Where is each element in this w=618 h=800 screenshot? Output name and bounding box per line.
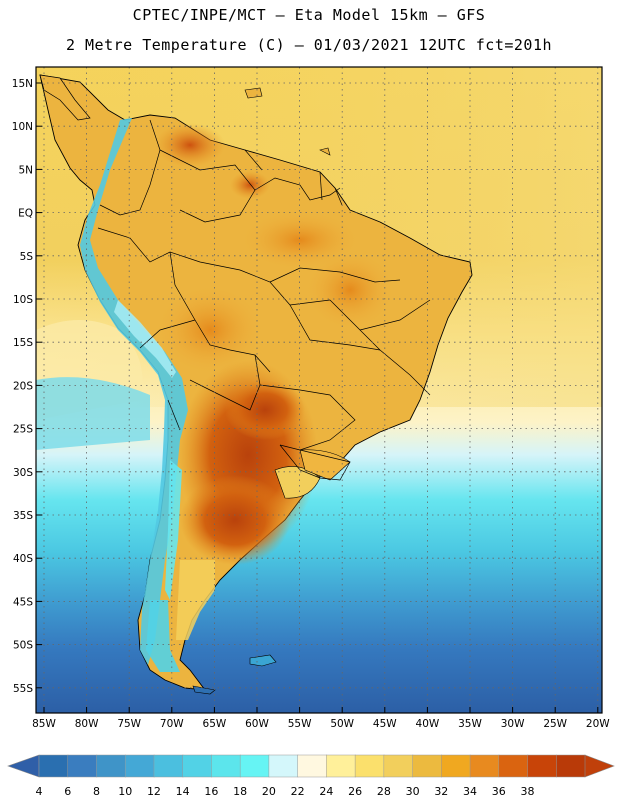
colorbar-label: 34 — [463, 785, 477, 798]
colorbar-label: 8 — [93, 785, 100, 798]
lon-tick-label: 85W — [32, 718, 56, 730]
colorbar-swatch — [527, 754, 557, 778]
lon-tick-label: 35W — [458, 718, 482, 730]
lat-tick-label: 10S — [13, 294, 33, 306]
andes-cold-band — [80, 118, 188, 665]
lon-tick-label: 60W — [245, 718, 269, 730]
colorbar-label: 10 — [118, 785, 132, 798]
colorbar-swatch — [67, 754, 98, 778]
colorbar-swatch — [38, 754, 69, 778]
colorbar-swatch — [498, 754, 529, 778]
lon-tick-label: 65W — [203, 718, 227, 730]
colorbar-label: 14 — [176, 785, 190, 798]
colorbar-label: 20 — [262, 785, 276, 798]
lon-tick-label: 75W — [117, 718, 141, 730]
colorbar-label: 16 — [204, 785, 218, 798]
lat-tick-label: 15S — [13, 337, 33, 349]
lat-tick-label: EQ — [18, 208, 33, 220]
lat-lon-grid — [36, 67, 602, 713]
lat-tick-label: 30S — [13, 467, 33, 479]
colorbar-label: 18 — [233, 785, 247, 798]
longitude-tick-labels: 85W 80W 75W 70W 65W 60W 55W 50W 45W 40W 35W 30W 25W 2… — [32, 707, 610, 730]
colorbar-label: 28 — [377, 785, 391, 798]
colorbar-swatch — [153, 754, 184, 778]
lat-tick-label: 5N — [18, 164, 33, 176]
latitude-tick-labels: 15N 10N 5N EQ 5S 10S 15S 20S 25S 30S 35S 40S 45S 50S 5… — [12, 78, 42, 695]
lon-tick-label: 25W — [543, 718, 567, 730]
lon-tick-label: 20W — [586, 718, 610, 730]
temperature-colorbar — [7, 754, 615, 778]
lon-tick-label: 55W — [288, 718, 312, 730]
map-frame — [35, 66, 603, 714]
lon-tick-label: 30W — [501, 718, 525, 730]
colorbar-swatch — [297, 754, 328, 778]
colorbar-swatch — [354, 754, 385, 778]
map-title-line1: CPTEC/INPE/MCT – Eta Model 15km – GFS — [132, 6, 486, 24]
lat-tick-label: 10N — [12, 121, 33, 133]
colorbar-label: 32 — [434, 785, 448, 798]
colorbar-swatch — [556, 754, 586, 778]
lat-tick-label: 15N — [12, 78, 33, 90]
plot-area — [36, 67, 602, 713]
colorbar-swatch — [239, 754, 270, 778]
colorbar-label: 4 — [36, 785, 43, 798]
colorbar-labels: 4 6 8 10 12 14 16 18 20 22 24 26 28 30 32 34 36 38 — [36, 785, 535, 798]
colorbar-underflow-arrow — [7, 754, 40, 778]
colorbar-label: 26 — [348, 785, 362, 798]
lon-tick-label: 80W — [75, 718, 99, 730]
lat-tick-label: 55S — [13, 683, 33, 695]
colorbar-swatch — [211, 754, 241, 778]
colorbar-swatch — [326, 754, 356, 778]
lat-tick-label: 35S — [13, 510, 33, 522]
colorbar-swatch — [441, 754, 471, 778]
lon-tick-label: 50W — [330, 718, 354, 730]
colorbar-label: 6 — [64, 785, 71, 798]
colorbar-label: 38 — [521, 785, 535, 798]
lon-tick-label: 45W — [373, 718, 397, 730]
colorbar-overflow-arrow — [584, 754, 615, 778]
colorbar-label: 30 — [406, 785, 420, 798]
lat-tick-label: 5S — [20, 251, 34, 263]
country-borders — [97, 119, 431, 481]
colorbar-swatch — [96, 754, 126, 778]
colorbar-swatch — [469, 754, 500, 778]
colorbar-label: 24 — [319, 785, 333, 798]
colorbar-swatch — [182, 754, 213, 778]
colorbar-label: 36 — [492, 785, 506, 798]
falklands-islands — [249, 654, 277, 667]
lat-tick-label: 40S — [13, 553, 33, 565]
lon-tick-label: 70W — [160, 718, 184, 730]
lat-tick-label: 50S — [13, 640, 33, 652]
colorbar-swatch — [383, 754, 414, 778]
lat-tick-label: 25S — [13, 424, 33, 436]
lon-tick-label: 40W — [416, 718, 440, 730]
map-title-line2: 2 Metre Temperature (C) – 01/03/2021 12U… — [65, 36, 553, 54]
colorbar-label: 22 — [291, 785, 305, 798]
lat-tick-label: 45S — [13, 596, 33, 608]
colorbar-swatch — [268, 754, 299, 778]
colorbar-label: 12 — [147, 785, 161, 798]
colorbar-swatch — [412, 754, 442, 778]
lat-tick-label: 20S — [13, 380, 33, 392]
colorbar-swatch — [124, 754, 155, 778]
